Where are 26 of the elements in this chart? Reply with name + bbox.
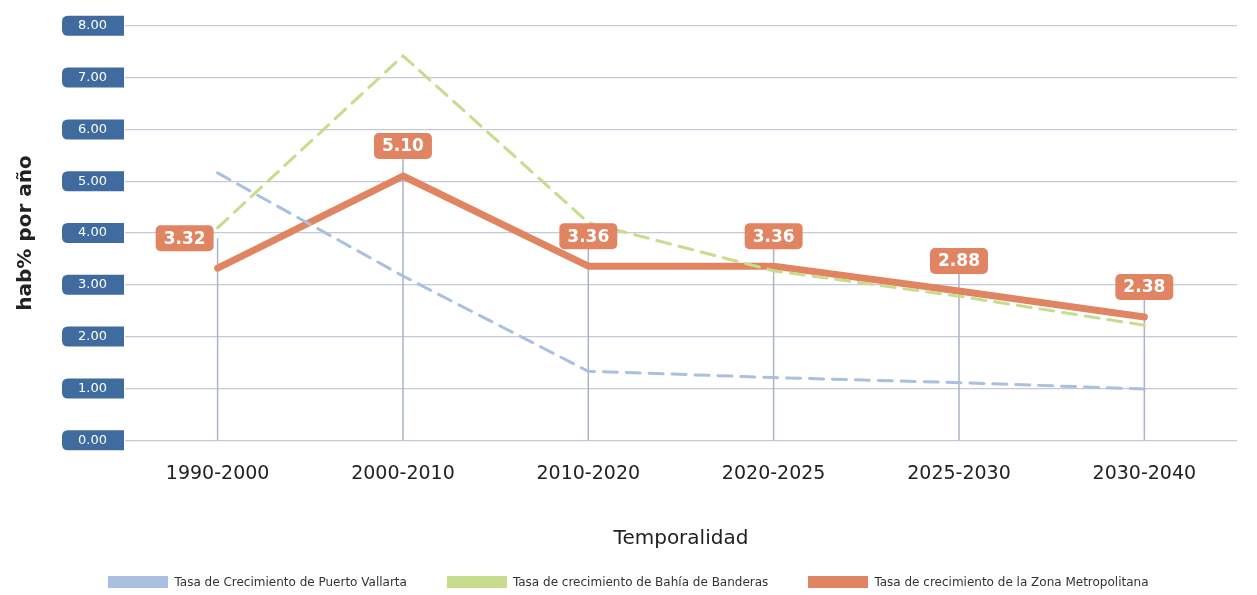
y-tick-label: 8.00 <box>77 17 107 33</box>
data-label: 5.10 <box>381 135 425 156</box>
data-label: 2.88 <box>938 250 980 271</box>
legend-label: Tasa de crecimiento de la Zona Metropolitana <box>874 575 1149 589</box>
legend-label: Tasa de Crecimiento de Puerto Vallarta <box>174 575 407 589</box>
y-tick-label: 4.00 <box>77 224 107 240</box>
y-tick-label: 5.00 <box>77 172 107 188</box>
x-tick-label: 2030-2040 <box>1092 460 1197 483</box>
y-axis-title: hab% por año <box>12 155 37 311</box>
data-label: 3.36 <box>752 225 795 246</box>
x-axis-title: Temporalidad <box>612 525 749 550</box>
x-tick-label: 2025-2030 <box>907 460 1011 483</box>
x-tick-label: 1990-2000 <box>165 460 270 483</box>
y-tick-label: 6.00 <box>77 120 107 136</box>
x-tick-label: 2000-2010 <box>351 460 455 483</box>
x-tick-label: 2010-2020 <box>536 460 641 483</box>
data-label: 3.36 <box>567 225 610 246</box>
data-label: 2.38 <box>1123 276 1166 297</box>
x-tick-label: 2020-2025 <box>721 460 826 483</box>
data-label: 3.32 <box>163 227 206 248</box>
y-tick-label: 0.00 <box>77 431 107 447</box>
y-tick-label: 2.00 <box>77 327 107 343</box>
y-tick-label: 7.00 <box>77 68 107 84</box>
legend-label: Tasa de crecimiento de Bahía de Banderas <box>512 575 769 589</box>
y-tick-label: 3.00 <box>77 276 107 292</box>
y-tick-label: 1.00 <box>77 379 107 395</box>
